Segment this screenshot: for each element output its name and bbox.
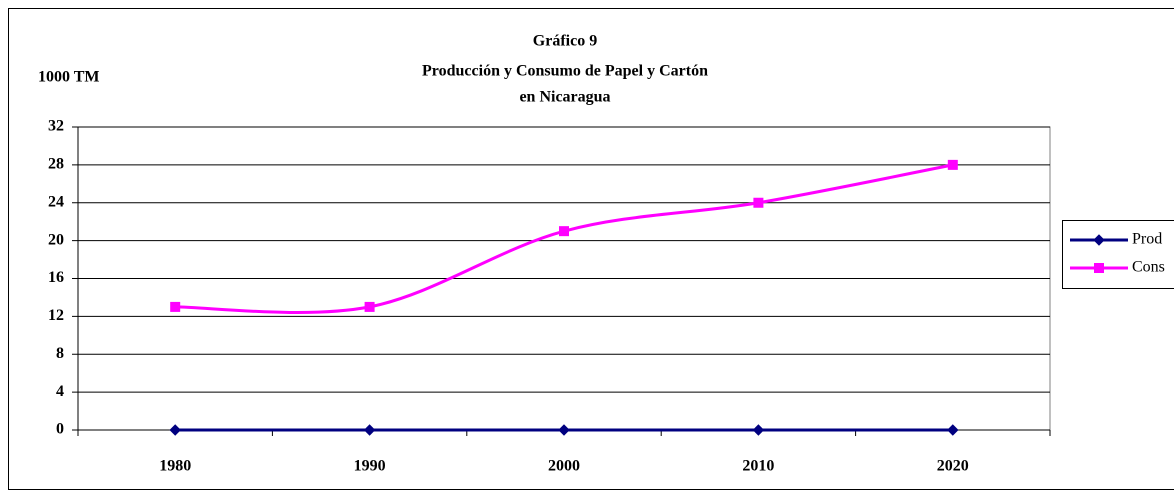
chart-title: Gráfico 9 (533, 33, 597, 50)
x-tick-label: 2010 (742, 458, 774, 475)
x-tick-label: 1990 (354, 458, 386, 475)
y-tick-label: 24 (48, 193, 64, 210)
y-tick-label: 16 (48, 269, 64, 286)
legend-label: Prod (1132, 231, 1162, 248)
x-tick-label: 1980 (159, 458, 191, 475)
y-tick-label: 4 (56, 383, 64, 400)
y-tick-label: 32 (48, 118, 64, 135)
legend-label: Cons (1132, 259, 1165, 276)
legend-box (1062, 220, 1174, 289)
marker (559, 226, 569, 237)
marker (947, 424, 959, 436)
marker (947, 159, 958, 170)
y-tick-label: 28 (48, 156, 64, 173)
y-tick-label: 12 (48, 307, 64, 324)
marker (1094, 263, 1104, 273)
y-tick-label: 0 (56, 421, 64, 438)
chart-subtitle: Producción y Consumo de Papel y Cartón (422, 63, 708, 80)
marker (170, 301, 181, 312)
chart-subtitle: en Nicaragua (519, 89, 610, 106)
x-tick-label: 2000 (548, 458, 580, 475)
marker (364, 301, 375, 312)
y-axis-label: 1000 TM (38, 69, 99, 86)
y-tick-label: 8 (56, 345, 64, 362)
marker (363, 424, 376, 436)
marker (558, 424, 570, 436)
marker (753, 197, 764, 208)
marker (752, 424, 765, 436)
y-tick-label: 20 (48, 231, 64, 248)
marker (1093, 234, 1105, 246)
marker (169, 424, 181, 436)
x-tick-label: 2020 (937, 458, 969, 475)
